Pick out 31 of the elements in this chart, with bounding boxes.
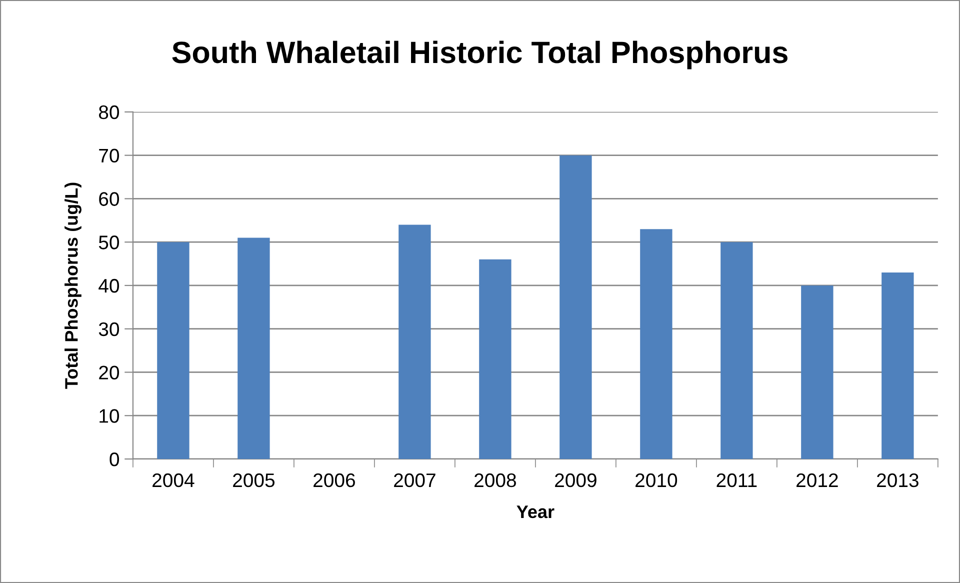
bar [801, 285, 834, 459]
y-tick-label: 30 [98, 322, 120, 336]
x-tick-label: 2009 [555, 473, 596, 488]
bar [882, 272, 914, 459]
x-tick-label: 2013 [877, 473, 918, 488]
x-tick-label: 2012 [796, 473, 838, 488]
y-tick-label: 10 [100, 409, 120, 423]
y-tick-label: 0 [110, 452, 120, 466]
bar [720, 242, 753, 459]
y-axis-title: Total Phosphorus (ug/L) [64, 182, 82, 389]
x-tick-label: 2006 [314, 473, 355, 488]
bar [640, 229, 672, 459]
x-tick-label: 2008 [474, 473, 516, 488]
x-tick-label: 2007 [394, 473, 436, 488]
y-tick-label: 70 [99, 148, 120, 163]
chart-title: South Whaletail Historic Total Phosphorus [172, 40, 788, 70]
y-tick-label: 60 [99, 192, 120, 206]
x-tick-label: 2005 [233, 473, 275, 488]
y-tick-label: 80 [98, 105, 120, 120]
x-tick-label: 2004 [152, 473, 194, 488]
bar [479, 259, 512, 459]
x-tick-label: 2011 [716, 473, 757, 488]
bar [238, 238, 270, 459]
bar [398, 224, 431, 459]
y-tick-label: 40 [98, 278, 120, 293]
x-axis-title: Year [516, 506, 554, 518]
bar [157, 242, 190, 459]
bar [560, 155, 592, 459]
y-tick-label: 50 [98, 236, 120, 250]
x-tick-label: 2010 [636, 473, 678, 488]
y-tick-label: 20 [99, 366, 120, 380]
